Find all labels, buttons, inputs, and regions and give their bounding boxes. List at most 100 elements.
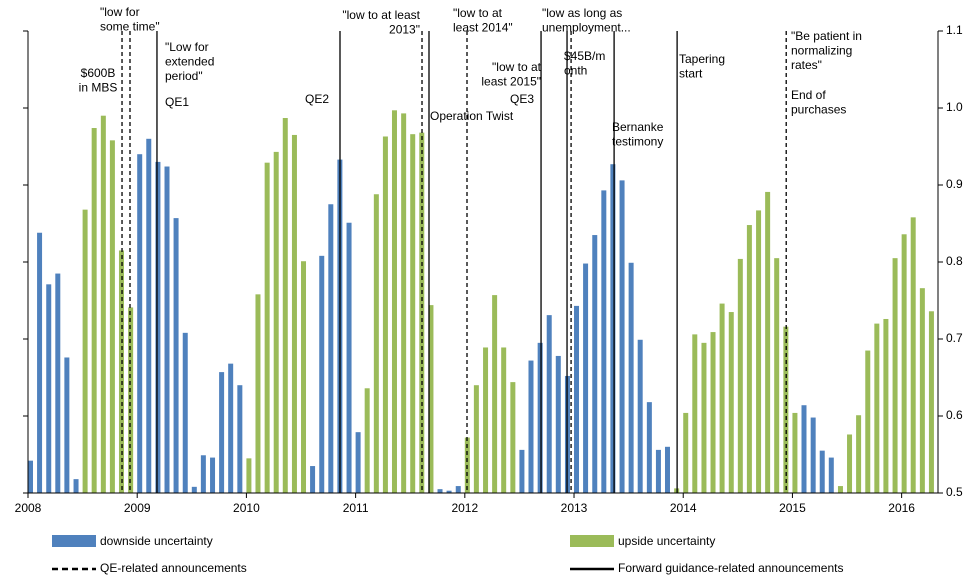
- y-tick-label: 0.5: [946, 485, 963, 499]
- bar: [355, 432, 361, 493]
- annotation: QE1: [165, 95, 189, 109]
- bar: [173, 218, 179, 494]
- annotation: QE2: [305, 92, 329, 106]
- bar: [446, 490, 452, 493]
- bar: [282, 118, 288, 493]
- annotation: rates": [791, 58, 822, 72]
- bar: [328, 204, 334, 493]
- annotation: "low for: [100, 5, 140, 19]
- bar: [892, 258, 898, 493]
- bar: [37, 232, 43, 494]
- bar: [664, 446, 670, 493]
- bar: [619, 180, 625, 493]
- bar: [510, 382, 516, 493]
- bar: [301, 261, 307, 493]
- annotation: start: [679, 67, 703, 81]
- annotation: "low to at least: [342, 8, 420, 22]
- x-tick-label: 2013: [561, 501, 588, 515]
- y-tick-label: 0.9: [946, 177, 963, 191]
- annotation: End of: [791, 88, 826, 102]
- y-tick-label: 0.8: [946, 254, 963, 268]
- annotation: $600B: [81, 66, 116, 80]
- annotation: normalizing: [791, 44, 852, 58]
- annotation: onth: [564, 64, 587, 78]
- bar: [264, 162, 270, 494]
- annotation: unemployment...: [542, 21, 631, 35]
- bar: [28, 460, 33, 493]
- annotation: "Be patient in: [791, 29, 862, 43]
- bar: [255, 294, 261, 493]
- annotation: $45B/m: [564, 49, 605, 63]
- annotation: period": [165, 69, 203, 83]
- bar: [492, 295, 498, 493]
- bar: [310, 466, 316, 493]
- bar: [137, 154, 143, 493]
- y-tick-label: 0.7: [946, 331, 963, 345]
- annotation: extended: [165, 55, 214, 69]
- bar: [537, 342, 543, 493]
- bar: [410, 134, 416, 493]
- bar: [792, 412, 798, 493]
- bar: [128, 307, 134, 493]
- bar: [746, 225, 752, 494]
- bar: [856, 415, 862, 493]
- y-tick-label: 1.1: [946, 23, 963, 37]
- bar: [373, 194, 379, 494]
- bar: [428, 305, 434, 493]
- bar: [146, 138, 152, 494]
- bar: [555, 355, 561, 493]
- bar: [756, 210, 762, 493]
- bar: [210, 457, 216, 493]
- bar: [928, 311, 934, 493]
- annotation: "low to at: [453, 6, 503, 20]
- bar: [528, 360, 534, 493]
- annotation: in MBS: [79, 81, 118, 95]
- x-tick-label: 2014: [670, 501, 697, 515]
- annotation: testimony: [612, 135, 663, 149]
- annotation: Operation Twist: [430, 109, 514, 123]
- y-tick-label: 1.0: [946, 100, 963, 114]
- x-tick-label: 2009: [124, 501, 151, 515]
- annotation: some time": [100, 20, 160, 34]
- bar: [628, 262, 634, 493]
- bar: [601, 190, 607, 493]
- bar: [182, 332, 188, 493]
- legend-swatch: [570, 535, 614, 547]
- annotation: Bernanke: [612, 120, 664, 134]
- bar: [155, 161, 161, 493]
- bar: [291, 134, 297, 493]
- bar: [646, 402, 652, 493]
- bar: [200, 455, 206, 493]
- x-tick-label: 2012: [451, 501, 478, 515]
- bar: [546, 315, 552, 493]
- bar: [847, 434, 853, 493]
- bar: [710, 332, 716, 493]
- bar: [364, 388, 370, 493]
- bar: [191, 486, 197, 493]
- bar: [519, 449, 525, 493]
- bar: [583, 263, 589, 493]
- bar: [810, 417, 816, 493]
- bar: [637, 339, 643, 493]
- bar: [391, 110, 397, 493]
- bar: [701, 342, 707, 493]
- annotation: least 2014": [453, 21, 513, 35]
- bar: [273, 151, 279, 493]
- x-tick-label: 2015: [779, 501, 806, 515]
- legend-label: Forward guidance-related announcements: [618, 561, 843, 575]
- legend-label: upside uncertainty: [618, 534, 715, 548]
- legend-label: QE-related announcements: [100, 561, 247, 575]
- bar: [683, 412, 689, 493]
- bar: [455, 486, 461, 493]
- x-tick-label: 2008: [15, 501, 42, 515]
- bar: [592, 235, 598, 494]
- bar: [655, 449, 661, 493]
- bar: [46, 284, 52, 493]
- bar: [919, 288, 925, 493]
- bar: [118, 250, 124, 493]
- bar: [837, 486, 843, 493]
- bar: [237, 385, 243, 493]
- bar: [55, 273, 61, 493]
